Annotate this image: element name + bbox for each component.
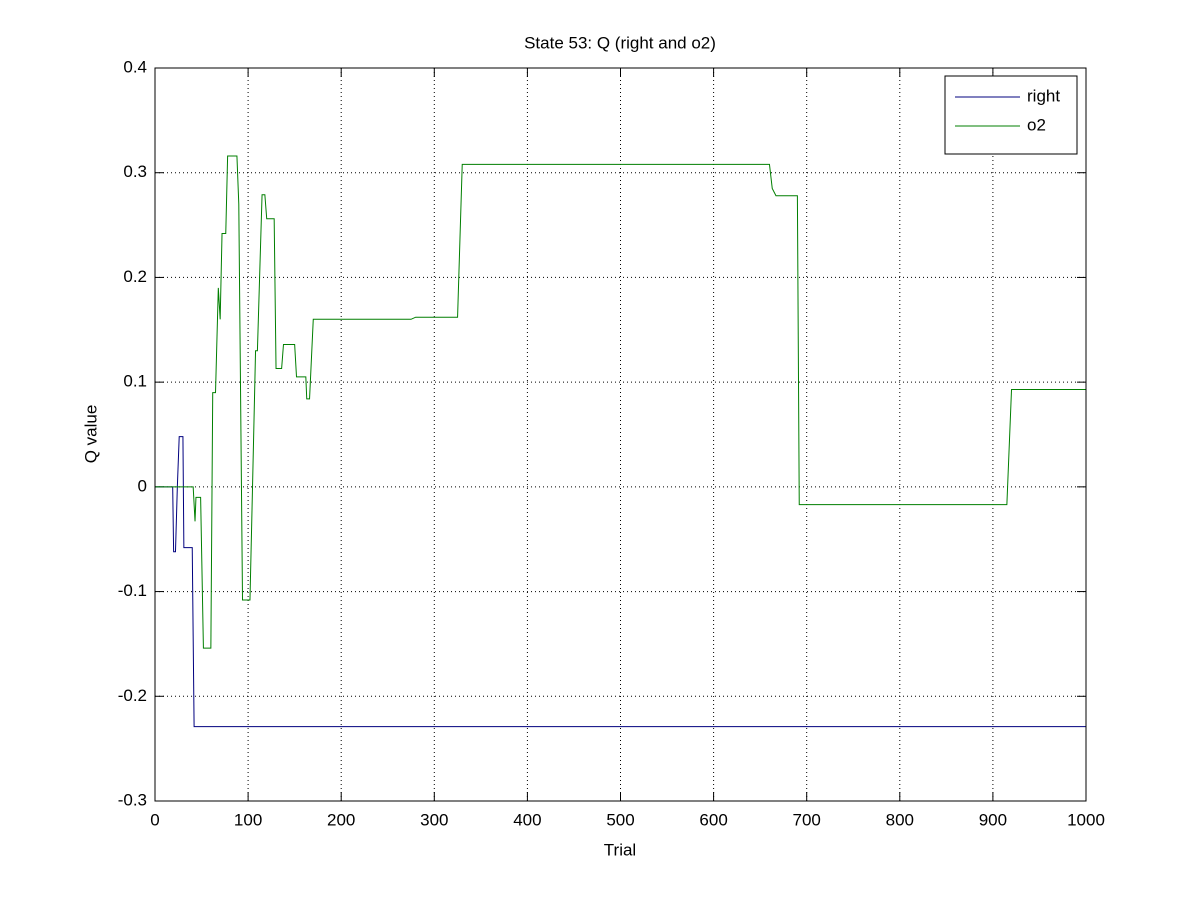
y-tick-label: 0: [138, 476, 147, 495]
y-tick-label: -0.2: [118, 686, 147, 705]
axes-box: [154, 67, 1087, 802]
y-tick-label: 0.4: [123, 57, 147, 76]
y-tick-label: 0.3: [123, 162, 147, 181]
x-tick-label: 800: [886, 810, 914, 829]
x-tick-label: 0: [150, 810, 159, 829]
plot-area: [155, 68, 1086, 801]
y-tick-label: 0.1: [123, 372, 147, 391]
legend-box: [944, 75, 1078, 155]
y-tick-label: -0.1: [118, 581, 147, 600]
y-tick-label: 0.2: [123, 267, 147, 286]
x-tick-label: 200: [327, 810, 355, 829]
legend-label: right: [1027, 86, 1060, 105]
x-tick-label: 1000: [1067, 810, 1105, 829]
x-tick-label: 500: [606, 810, 634, 829]
y-tick-label: -0.3: [118, 790, 147, 809]
data-line: [155, 155, 1086, 649]
x-tick-label: 900: [979, 810, 1007, 829]
x-tick-label: 400: [513, 810, 541, 829]
x-tick-label: 300: [420, 810, 448, 829]
data-line: [155, 436, 1086, 728]
y-axis-label: Q value: [81, 405, 100, 464]
x-tick-label: 100: [234, 810, 262, 829]
x-tick-label: 600: [699, 810, 727, 829]
chart-title: State 53: Q (right and o2): [524, 33, 716, 52]
x-tick-label: 700: [793, 810, 821, 829]
legend-label: o2: [1027, 115, 1046, 134]
x-axis-label: Trial: [604, 840, 636, 859]
